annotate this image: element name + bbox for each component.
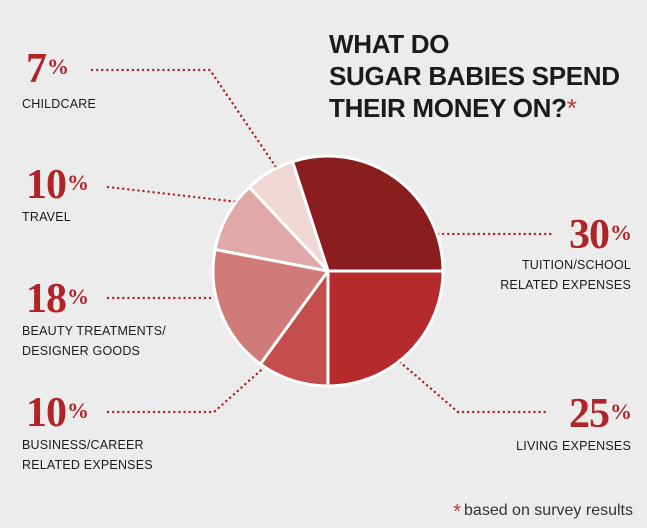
title-line-1: WHAT DO [329,29,450,59]
pct-childcare: 7% [26,46,69,92]
footnote: * based on survey results [453,498,633,523]
pct-childcare-value: 7 [26,46,47,92]
label-tuition-line-1: TUITION/SCHOOL [521,258,631,272]
title-line-3-text: THEIR MONEY ON? [329,93,567,123]
pie-slice-living [326,269,445,388]
label-tuition: TUITION/SCHOOL RELATED EXPENSES [500,255,631,295]
pct-travel: 10% [26,162,89,208]
label-beauty-line-2: DESIGNER GOODS [22,344,141,358]
pct-sign: % [47,54,69,79]
pct-sign: % [67,170,89,195]
pct-sign: % [67,398,89,423]
label-travel: TRAVEL [22,207,71,227]
pct-living: 25% [569,391,632,437]
label-childcare-line: CHILDCARE [22,97,97,111]
label-business: BUSINESS/CAREER RELATED EXPENSES [22,435,153,475]
pct-beauty-value: 18 [26,276,67,322]
pct-sign: % [67,284,89,309]
pie-slice-beauty [211,247,330,366]
leader-line-living [398,360,550,414]
label-living-line: LIVING EXPENSES [516,439,631,453]
title-asterisk: * [566,93,577,123]
label-tuition-line-2: RELATED EXPENSES [500,278,631,292]
label-beauty-line-1: BEAUTY TREATMENTS/ [22,324,166,338]
footnote-text: based on survey results [464,502,633,519]
leader-line-travel [106,185,240,204]
pie-slice-tuition [290,154,445,273]
label-travel-line: TRAVEL [22,210,71,224]
pct-business-value: 10 [26,390,67,436]
chart-title: WHAT DO SUGAR BABIES SPEND THEIR MONEY O… [329,28,639,124]
pct-beauty: 18% [26,276,89,322]
label-business-line-2: RELATED EXPENSES [22,458,153,472]
pct-sign: % [610,220,632,245]
footnote-asterisk: * [453,501,462,523]
pct-business: 10% [26,390,89,436]
label-living: LIVING EXPENSES [516,436,631,456]
pie-slice-childcare [247,160,330,273]
label-business-line-1: BUSINESS/CAREER [22,438,144,452]
label-childcare: CHILDCARE [22,94,96,114]
leader-lines [90,68,557,414]
leader-line-childcare [90,68,284,178]
pct-living-value: 25 [569,391,610,437]
pct-sign: % [610,399,632,424]
leader-line-business [106,362,270,414]
pct-tuition: 30% [569,212,632,258]
pie-slices [211,154,445,388]
title-line-3: THEIR MONEY ON?* [329,92,639,124]
pct-tuition-value: 30 [569,212,610,258]
label-beauty: BEAUTY TREATMENTS/ DESIGNER GOODS [22,321,166,361]
pct-travel-value: 10 [26,162,67,208]
title-line-2: SUGAR BABIES SPEND [329,61,620,91]
